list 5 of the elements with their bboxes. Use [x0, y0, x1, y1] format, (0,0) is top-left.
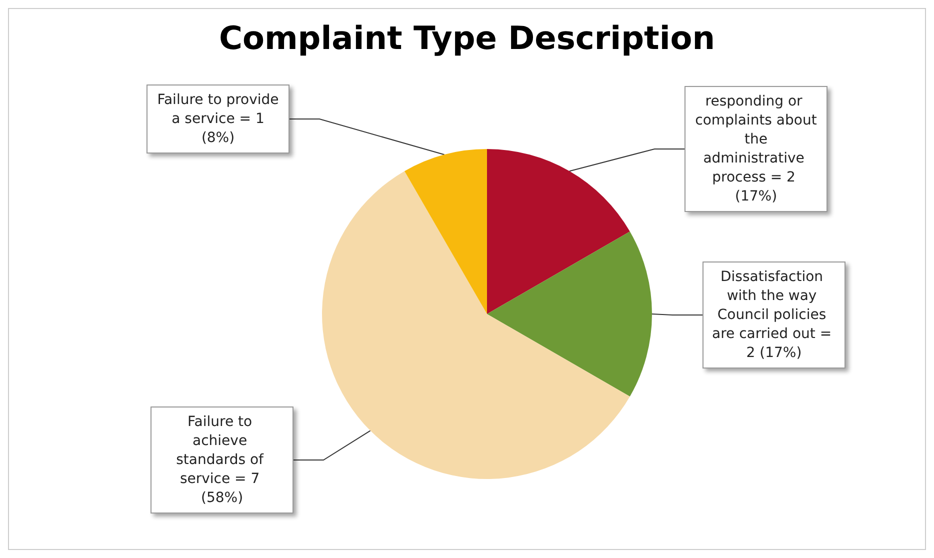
slice-label: Dissatisfaction with the way Council policies are carried out = 2 (17%): [712, 269, 836, 361]
slice-label: responding or complaints about the administrative process = 2 (17%): [695, 94, 818, 204]
slice-label: Failure to achieve standards of service = 7 (58%): [176, 414, 268, 506]
chart-title: Complaint Type Description: [218, 19, 716, 57]
slice-label: Failure to provide a service = 1 (8%): [157, 92, 279, 146]
